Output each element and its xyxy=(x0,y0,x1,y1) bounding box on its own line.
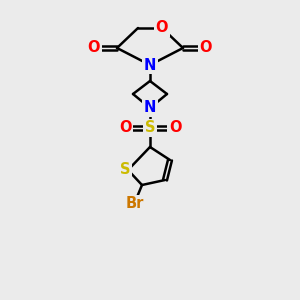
Text: S: S xyxy=(145,121,155,136)
Text: O: O xyxy=(88,40,100,56)
Text: O: O xyxy=(156,20,168,35)
Text: O: O xyxy=(169,121,181,136)
Text: N: N xyxy=(144,58,156,73)
Text: N: N xyxy=(144,100,156,116)
Text: O: O xyxy=(200,40,212,56)
Text: S: S xyxy=(120,163,130,178)
Text: O: O xyxy=(119,121,131,136)
Text: Br: Br xyxy=(126,196,144,211)
